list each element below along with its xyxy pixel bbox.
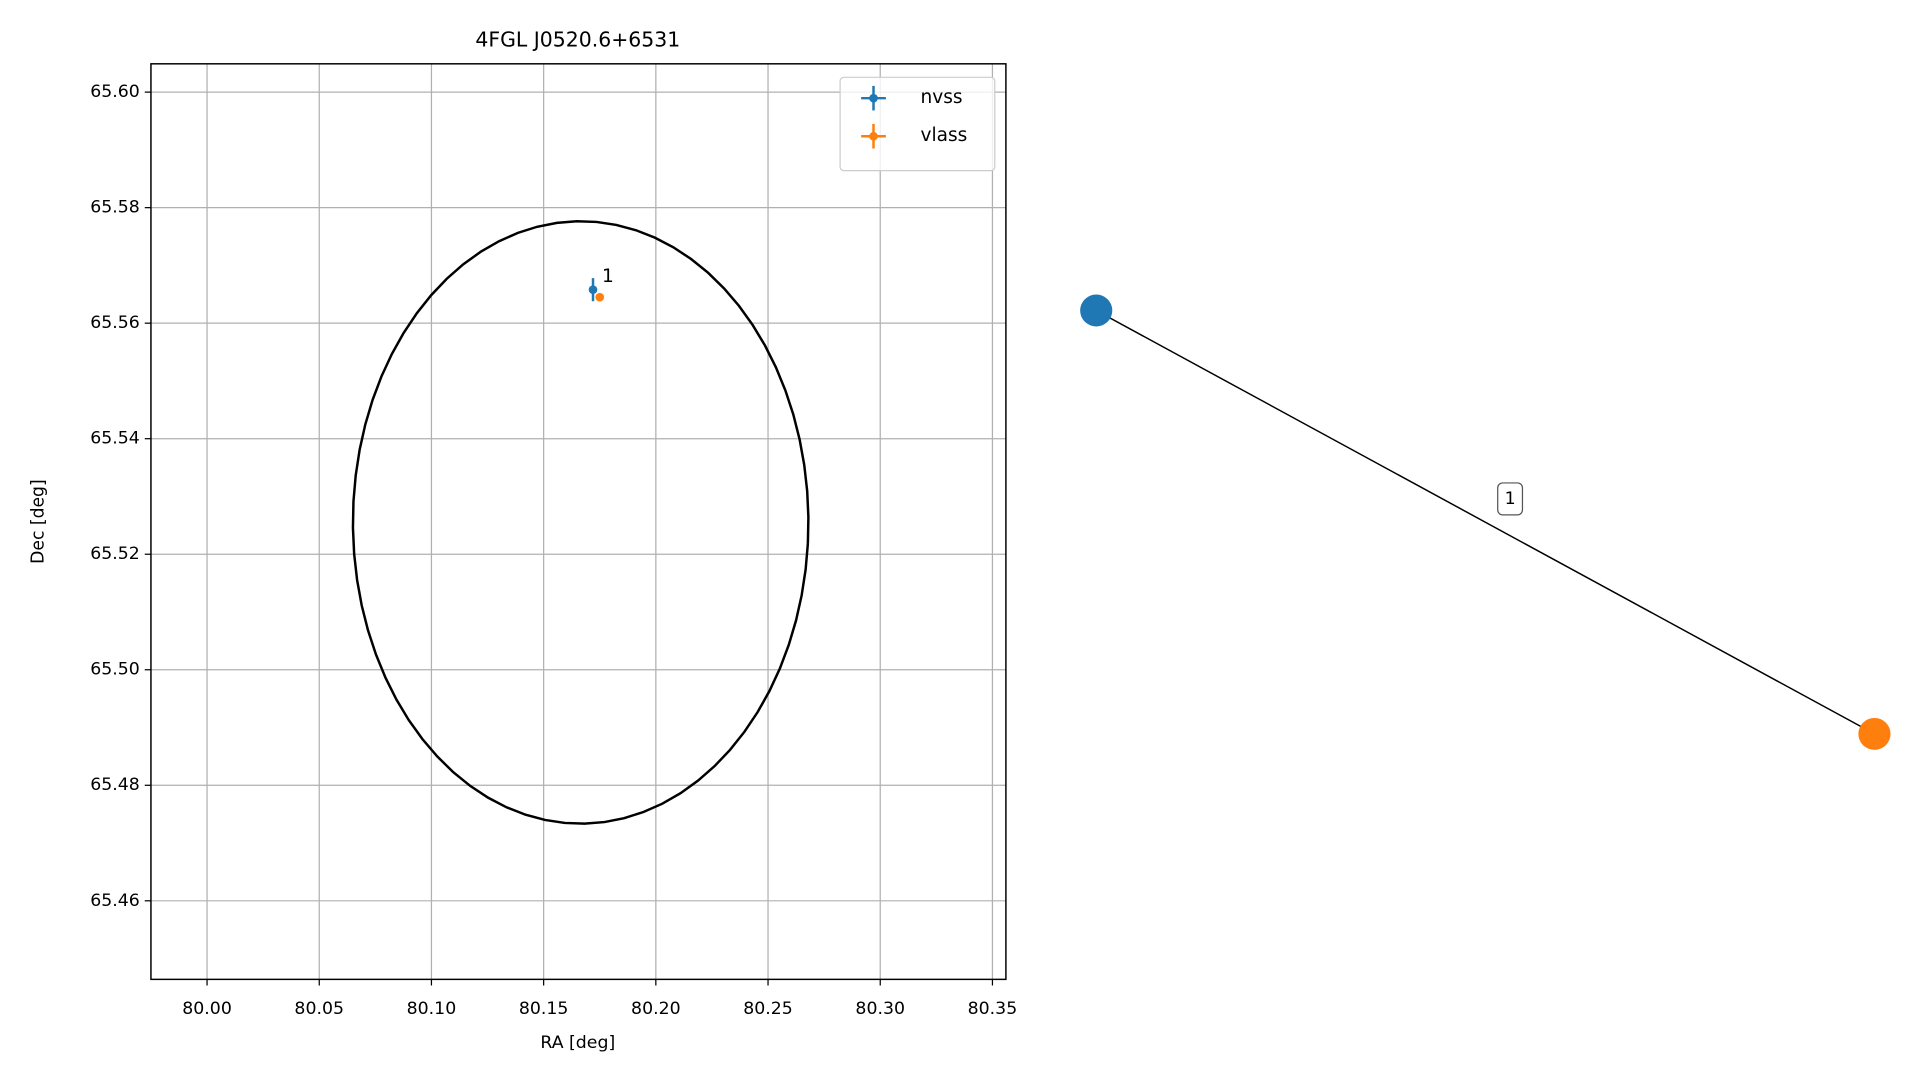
x-tick-label: 80.10: [407, 999, 457, 1019]
plot-frame: [150, 63, 1007, 981]
legend-marker: [869, 93, 878, 103]
y-axis-label: Dec [deg]: [28, 479, 48, 563]
edge-label-box: [1497, 482, 1524, 516]
data-point: [588, 285, 598, 294]
y-tick-label: 65.54: [90, 429, 140, 449]
x-tick-label: 80.00: [182, 999, 232, 1019]
edge-label: 1: [1505, 489, 1516, 509]
x-tick-label: 80.30: [855, 999, 905, 1019]
x-tick-label: 80.05: [294, 999, 344, 1019]
y-tick-label: 65.58: [90, 198, 140, 218]
legend-marker: [869, 131, 878, 141]
legend-label: nvss: [921, 87, 963, 108]
y-tick-label: 65.56: [90, 313, 140, 333]
graph-node: [1858, 717, 1891, 750]
legend-label: vlass: [921, 125, 968, 146]
y-tick-label: 65.50: [90, 660, 140, 680]
legend-box: [839, 76, 996, 172]
y-tick-label: 65.48: [90, 775, 140, 795]
data-point: [595, 292, 605, 302]
x-tick-label: 80.25: [743, 999, 793, 1019]
x-tick-label: 80.20: [631, 999, 681, 1019]
x-tick-label: 80.15: [519, 999, 569, 1019]
y-tick-label: 65.52: [90, 544, 140, 564]
graph-node: [1080, 294, 1113, 327]
graph-edge: [1095, 309, 1875, 735]
annotation: 1: [602, 266, 614, 287]
chart-title: 4FGL J0520.6+6531: [475, 28, 680, 52]
x-tick-label: 80.35: [968, 999, 1018, 1019]
x-axis-label: RA [deg]: [540, 1033, 615, 1053]
localization-ellipse: [351, 220, 810, 825]
y-tick-label: 65.46: [90, 891, 140, 911]
y-tick-label: 65.60: [90, 82, 140, 102]
